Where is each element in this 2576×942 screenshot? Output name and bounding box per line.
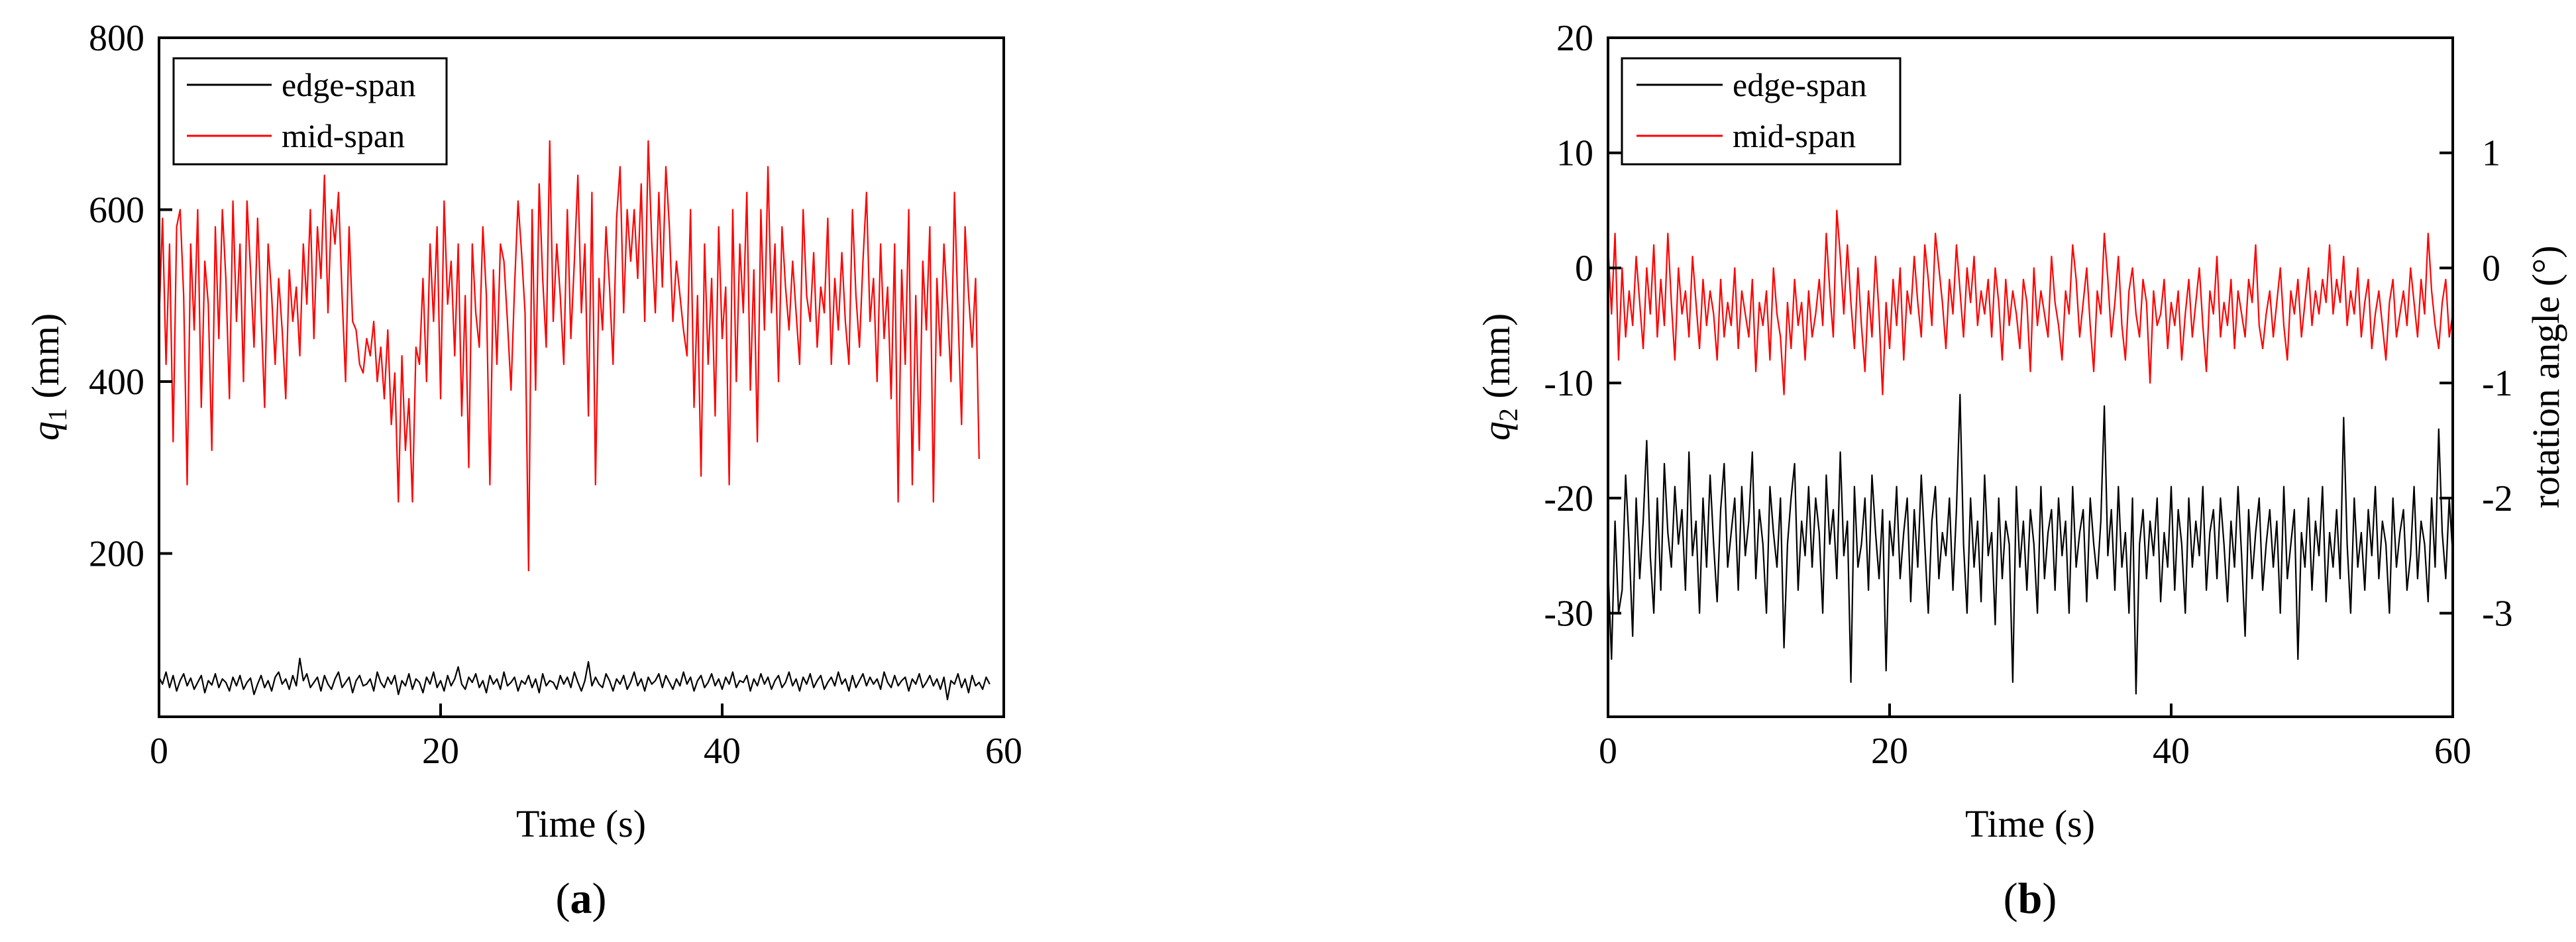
- panel-a-panel-label: (a): [556, 874, 607, 923]
- panel-b-ytick-right-label: 0: [2482, 248, 2500, 289]
- panel-b-ytick-label: 0: [1575, 248, 1593, 289]
- panel-b-xtick-label: 60: [2434, 731, 2471, 772]
- panel-b-ytick-right-label: -3: [2482, 594, 2513, 635]
- panel-a-series: [158, 140, 991, 701]
- panel-b-legend-label-edge-span: edge-span: [1733, 66, 1867, 103]
- panel-a-legend-label-mid-span: mid-span: [282, 117, 405, 154]
- panel-a-xlabel: Time (s): [516, 802, 646, 845]
- panel-b-ytick-label: -10: [1544, 363, 1593, 404]
- panel-b-series-mid-span: [1607, 209, 2454, 395]
- panel-a-series-mid-span: [158, 140, 980, 572]
- panel-a-ytick-label: 800: [89, 18, 144, 59]
- panel-b-xtick-label: 20: [1871, 731, 1908, 772]
- panel-a-legend: edge-span mid-span: [172, 57, 448, 166]
- panel-a-ticks: 0 20 40 60 200 400 600 800: [89, 18, 1022, 772]
- panel-a-ytick-label: 200: [89, 533, 144, 574]
- panel-b-xtick-label: 0: [1599, 731, 1617, 772]
- panel-b-xtick-label: 40: [2153, 731, 2190, 772]
- panel-b-ytick-label: 20: [1556, 18, 1593, 59]
- panel-a-series-edge-span: [158, 657, 991, 701]
- panel-a-ytick-label: 400: [89, 362, 144, 403]
- panel-b-ytick-label: -20: [1544, 478, 1593, 519]
- panel-b-ytick-right-label: -2: [2482, 478, 2513, 519]
- panel-b-ytick-label: -30: [1544, 594, 1593, 635]
- panel-a-plot-frame: [158, 36, 1005, 718]
- panel-b-ytick-right-label: -1: [2482, 363, 2513, 404]
- panel-b-legend: edge-span mid-span: [1621, 57, 1902, 166]
- panel-a-ytick-label: 600: [89, 189, 144, 231]
- panel-a: 0 20 40 60 200 400 600 800 edge-span mid-span T…: [24, 18, 1022, 923]
- panel-b-plot-frame: [1607, 36, 2454, 718]
- panel-a-xtick-label: 60: [985, 731, 1022, 772]
- panel-b-legend-box: [1621, 57, 1902, 166]
- panel-a-xtick-label: 0: [150, 731, 168, 772]
- panel-b-ytick-right-label: 1: [2482, 133, 2500, 174]
- panel-b-ylabel-right: rotation angle (°): [2524, 246, 2567, 509]
- panel-b-series-edge-span: [1607, 393, 2454, 695]
- panel-b-ylabel: q2 (mm): [1475, 313, 1523, 441]
- panel-a-ylabel: q1 (mm): [24, 313, 72, 441]
- panel-a-xtick-label: 20: [422, 731, 459, 772]
- panel-a-legend-label-edge-span: edge-span: [282, 66, 416, 103]
- panel-b-legend-label-mid-span: mid-span: [1733, 117, 1856, 154]
- panel-a-xtick-label: 40: [704, 731, 741, 772]
- panel-a-legend-box: [172, 57, 448, 166]
- panel-b-xlabel: Time (s): [1965, 802, 2095, 845]
- panel-b-ytick-label: 10: [1556, 133, 1593, 174]
- panel-b-panel-label: (b): [2004, 874, 2057, 923]
- panel-b-series: [1607, 209, 2454, 695]
